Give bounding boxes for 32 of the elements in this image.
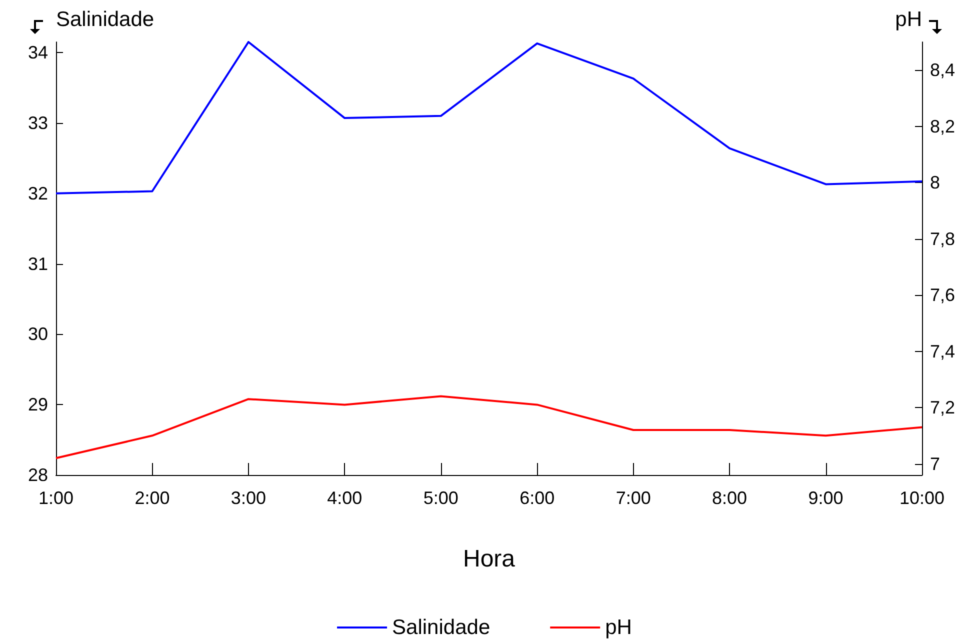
y2-axis-title: pH (895, 8, 922, 31)
y-axis-title: Salinidade (56, 8, 154, 31)
y-tick-label: 30 (28, 324, 48, 344)
y2-tick-label: 7,8 (930, 228, 956, 249)
legend-label: pH (605, 616, 632, 639)
x-tick-label: 8:00 (712, 488, 748, 508)
y-tick-label: 33 (28, 112, 48, 133)
y2-tick-label: 7,2 (930, 398, 956, 418)
x-tick-label: 4:00 (327, 488, 362, 508)
x-tick-label: 10:00 (899, 488, 945, 508)
x-tick-label: 9:00 (808, 488, 844, 508)
y2-tick-label: 7 (930, 454, 940, 474)
y-tick-label: 31 (28, 254, 48, 274)
y-tick-label: 28 (28, 465, 48, 485)
y-tick-label: 29 (28, 394, 48, 415)
y2-tick-label: 8 (930, 172, 940, 193)
y2-tick-label: 7,6 (930, 285, 956, 306)
x-tick-label: 6:00 (520, 488, 555, 508)
y2-tick-label: 8,4 (930, 60, 956, 80)
y-tick-label: 34 (28, 42, 48, 63)
x-tick-label: 3:00 (230, 488, 266, 508)
x-tick-label: 1:00 (38, 488, 74, 508)
x-tick-label: 7:00 (616, 488, 651, 508)
x-axis-title: Hora (462, 546, 516, 572)
x-tick-label: 5:00 (423, 488, 458, 508)
line-series (55, 395, 923, 460)
y2-tick-label: 7,4 (930, 341, 956, 362)
y2-tick-label: 8,2 (930, 116, 956, 136)
y-tick-label: 32 (28, 183, 48, 204)
legend-label: Salinidade (392, 616, 490, 639)
line-series (55, 41, 923, 194)
x-tick-label: 2:00 (134, 488, 170, 508)
